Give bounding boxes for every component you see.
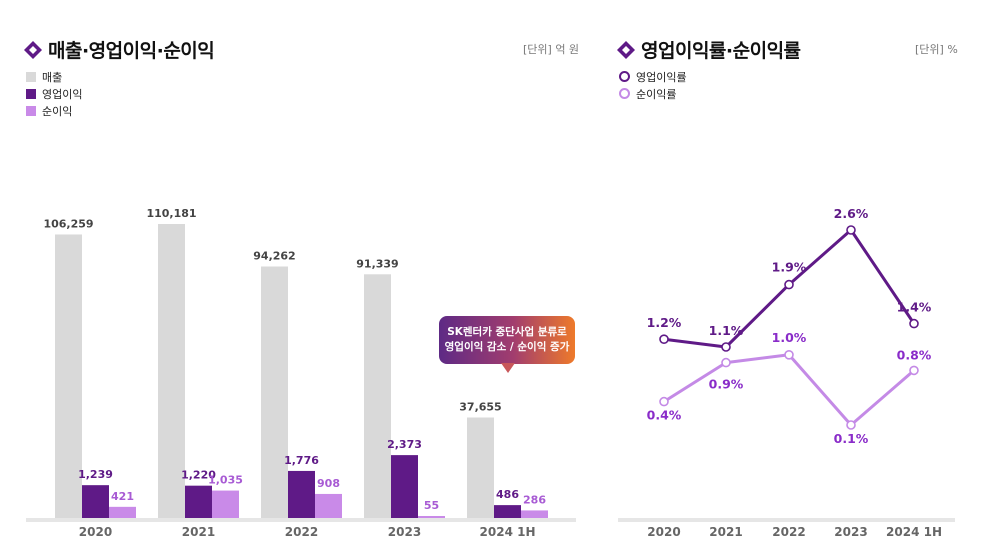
callout-pointer xyxy=(501,363,515,373)
callout-box: SK렌터카 중단사업 분류로 영업이익 감소 / 순이익 증가 xyxy=(439,316,575,364)
bar-operating-income xyxy=(185,485,212,518)
legend-item-operating-margin: 영업이익률 xyxy=(619,68,687,85)
bar-revenue xyxy=(55,234,82,518)
data-label-net-margin: 1.0% xyxy=(772,330,807,345)
data-label-net-income: 55 xyxy=(424,499,439,512)
bar-chart-title-text: 매출·영업이익·순이익 xyxy=(48,40,215,62)
data-label-net-income: 908 xyxy=(317,477,340,490)
bar-revenue xyxy=(364,274,391,518)
x-tick-label: 2020 xyxy=(647,525,680,539)
legend-marker-operating-margin xyxy=(619,71,630,82)
point-operating-margin xyxy=(721,342,731,352)
line-chart-legend: 영업이익률 순이익률 xyxy=(619,68,687,102)
data-label-operating-margin: 1.2% xyxy=(647,315,682,330)
bar-operating-income xyxy=(288,470,315,518)
data-label-operating-margin: 2.6% xyxy=(834,206,869,221)
data-label-net-margin: 0.8% xyxy=(897,347,932,362)
point-operating-margin xyxy=(909,318,919,329)
callout-line-1: SK렌터카 중단사업 분류로 xyxy=(447,326,567,338)
data-label-revenue: 106,259 xyxy=(43,217,93,230)
bar-revenue xyxy=(158,224,185,518)
legend-label-operating-margin: 영업이익률 xyxy=(636,70,687,84)
point-net-margin xyxy=(846,420,856,430)
x-axis-band xyxy=(26,518,576,522)
bar-net-income xyxy=(212,490,239,518)
bar-net-income xyxy=(418,516,445,518)
data-label-net-income: 286 xyxy=(523,493,546,506)
point-operating-margin xyxy=(784,279,794,290)
data-label-net-margin: 0.9% xyxy=(709,377,744,392)
data-label-revenue: 110,181 xyxy=(146,207,196,220)
data-label-operating-income: 486 xyxy=(496,488,519,501)
data-label-operating-income: 2,373 xyxy=(387,438,422,451)
point-net-margin xyxy=(721,357,731,368)
x-tick-label: 2022 xyxy=(772,525,805,539)
legend-item-net: 순이익 xyxy=(26,102,82,119)
line-chart-unit: [단위] % xyxy=(915,43,958,56)
line-chart: 1.2% 1.1% 1.9% 2.6% 1.4% 0.4% 0.9% 1.0% 0.1% 0.8%… xyxy=(618,206,955,539)
x-tick-label: 2024 1H xyxy=(480,525,536,539)
bar-net-income xyxy=(521,510,548,518)
legend-label-net: 순이익 xyxy=(42,104,73,118)
data-label-net-margin: 0.1% xyxy=(834,431,869,446)
bar-net-income xyxy=(109,506,136,518)
point-net-margin xyxy=(659,396,669,407)
legend-item-revenue: 매출 xyxy=(26,68,82,85)
data-label-net-income: 421 xyxy=(111,490,134,503)
bar-revenue xyxy=(261,266,288,518)
bar-net-income xyxy=(315,493,342,518)
legend-swatch-net xyxy=(26,105,36,116)
callout-line-2: 영업이익 감소 / 순이익 증가 xyxy=(444,341,570,353)
x-tick-label: 2020 xyxy=(79,525,112,539)
point-net-margin xyxy=(909,365,919,376)
bar-revenue xyxy=(467,417,494,518)
x-tick-label: 2024 1H xyxy=(886,525,942,539)
legend-swatch-operating xyxy=(26,88,36,99)
bar-chart-title: 매출·영업이익·순이익 xyxy=(24,36,215,63)
bar-chart-legend: 매출 영업이익 순이익 xyxy=(26,68,82,119)
bar-operating-income xyxy=(82,485,109,518)
data-label-operating-income: 1,776 xyxy=(284,454,319,467)
x-axis-band xyxy=(618,518,955,522)
point-operating-margin xyxy=(846,225,856,235)
data-label-operating-margin: 1.1% xyxy=(709,323,744,338)
legend-label-net-margin: 순이익률 xyxy=(636,87,677,101)
line-chart-title-text: 영업이익률·순이익률 xyxy=(641,40,801,62)
point-operating-margin xyxy=(659,334,669,345)
legend-swatch-revenue xyxy=(26,71,36,82)
x-tick-label: 2021 xyxy=(182,525,215,539)
legend-item-operating: 영업이익 xyxy=(26,85,82,102)
data-label-operating-margin: 1.9% xyxy=(772,260,807,275)
bar-operating-income xyxy=(391,455,418,518)
data-label-operating-income: 1,239 xyxy=(78,468,113,481)
data-label-revenue: 37,655 xyxy=(459,401,501,414)
data-label-revenue: 91,339 xyxy=(356,257,398,270)
data-label-net-margin: 0.4% xyxy=(647,408,682,423)
bar-chart-unit: [단위] 억 원 xyxy=(523,43,580,56)
x-tick-label: 2022 xyxy=(285,525,318,539)
legend-label-revenue: 매출 xyxy=(42,70,63,84)
data-label-net-income: 1,035 xyxy=(208,474,243,487)
data-label-operating-margin: 1.4% xyxy=(897,300,932,315)
x-tick-label: 2023 xyxy=(834,525,867,539)
x-tick-label: 2023 xyxy=(388,525,421,539)
line-chart-title: 영업이익률·순이익률 xyxy=(617,36,801,63)
diamond-logo-icon xyxy=(24,40,42,59)
data-label-revenue: 94,262 xyxy=(253,249,295,262)
point-net-margin xyxy=(784,349,794,360)
series-line-net-margin xyxy=(663,353,915,427)
legend-marker-net-margin xyxy=(619,88,630,99)
diamond-logo-icon xyxy=(617,40,635,59)
x-tick-label: 2021 xyxy=(709,525,742,539)
data-label-operating-income: 1,220 xyxy=(181,469,216,482)
legend-label-operating: 영업이익 xyxy=(42,87,83,101)
legend-item-net-margin: 순이익률 xyxy=(619,85,687,102)
bar-operating-income xyxy=(494,505,521,518)
